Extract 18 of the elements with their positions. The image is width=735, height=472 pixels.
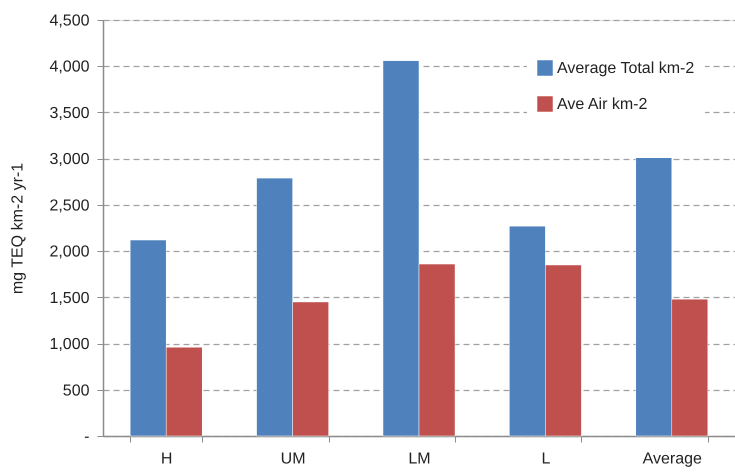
- y-tick-label: 1,500: [49, 290, 90, 307]
- y-tick-label: 4,500: [49, 12, 90, 30]
- x-tick-label: L: [541, 450, 550, 468]
- y-tick-label: 3,500: [49, 104, 90, 122]
- x-tick-label: UM: [280, 450, 306, 468]
- y-tick-label: 500: [62, 382, 90, 400]
- x-tick-label: H: [160, 450, 172, 468]
- y-tick-label: 2,500: [49, 197, 90, 214]
- y-axis-title: mg TEQ km-2 yr-1: [9, 162, 26, 294]
- y-tick-label: 1,000: [49, 336, 90, 354]
- y-tick-label: 4,000: [49, 58, 90, 76]
- legend-label: Average Total km-2: [557, 60, 694, 77]
- legend-label: Ave Air km-2: [557, 96, 648, 113]
- x-tick-label: LM: [408, 450, 431, 468]
- y-tick-label: -: [84, 428, 90, 446]
- x-tick-label: Average: [642, 450, 702, 468]
- y-tick-label: 3,000: [49, 151, 90, 168]
- y-tick-label: 2,000: [49, 244, 90, 261]
